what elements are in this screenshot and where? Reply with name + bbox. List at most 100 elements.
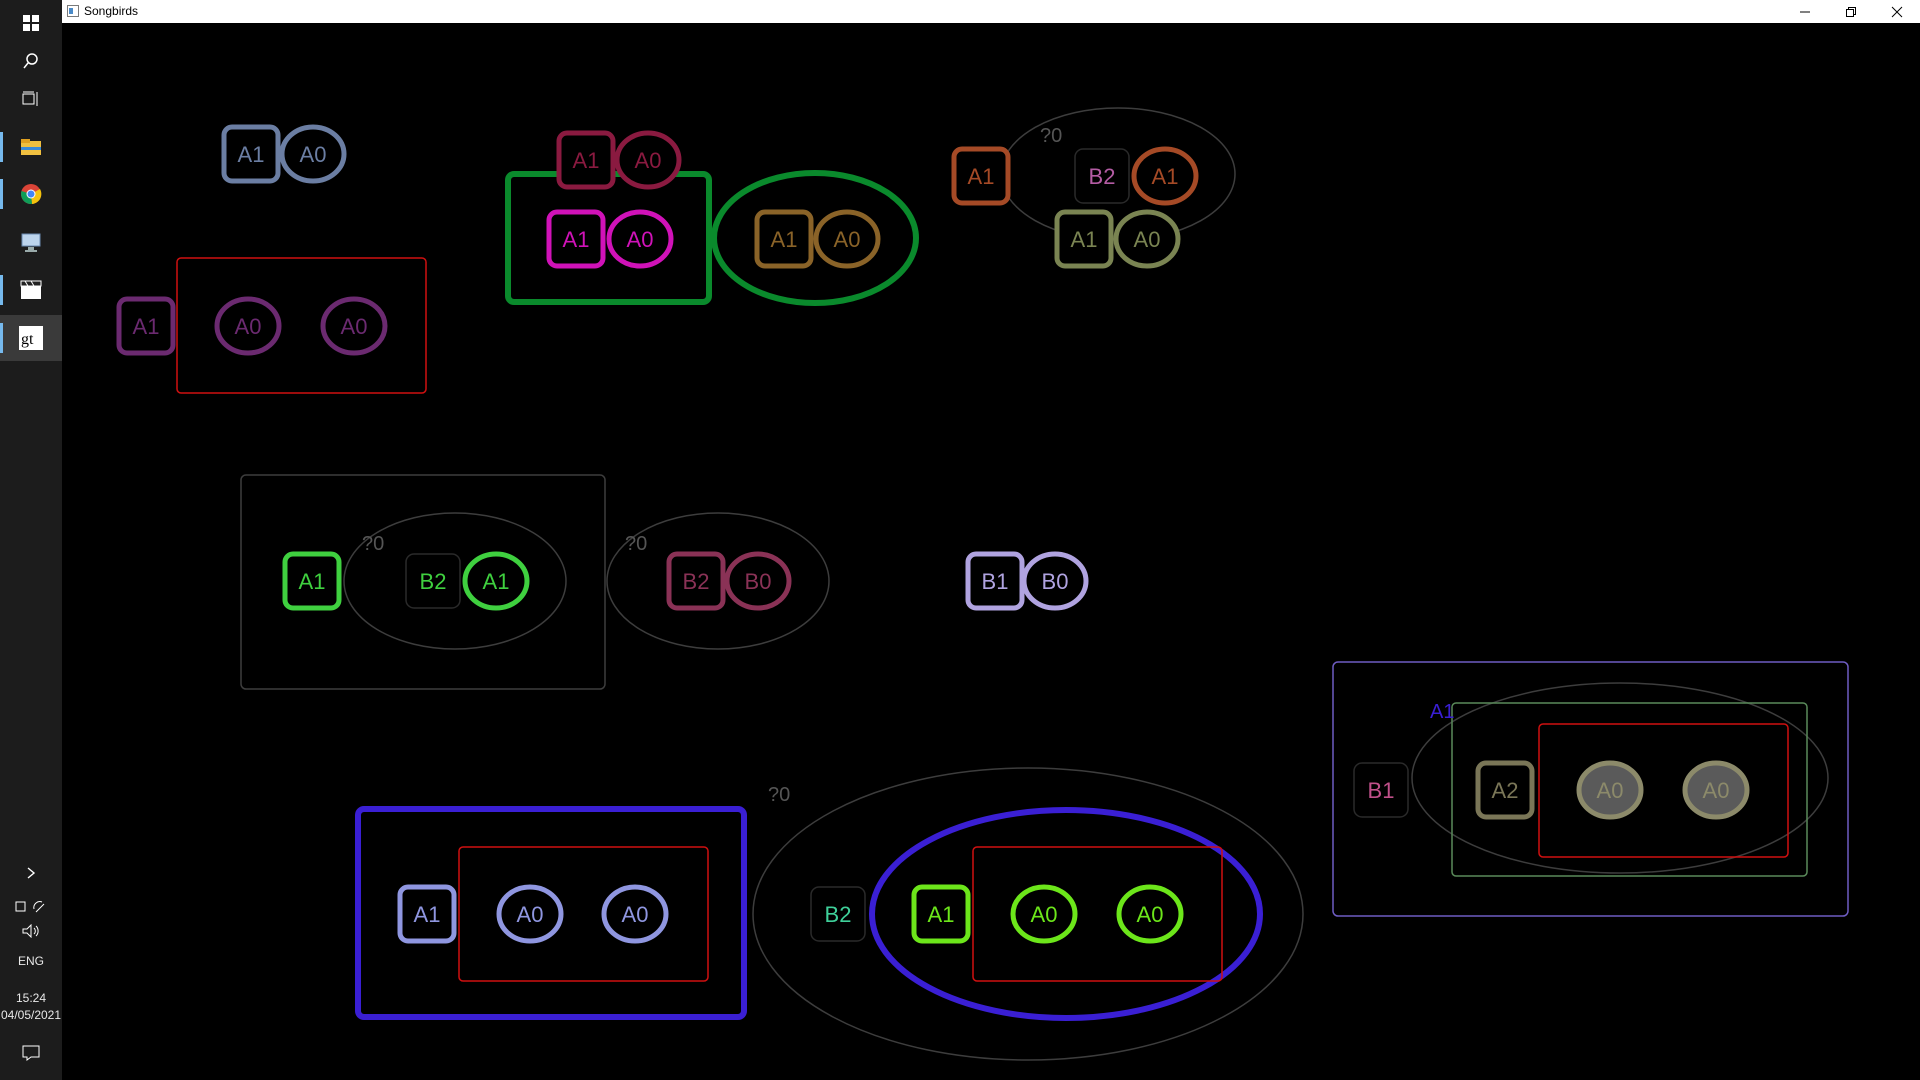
red-group-box[interactable]	[1538, 723, 1789, 858]
green-group-oval[interactable]	[711, 170, 919, 306]
node-oval[interactable]: B0	[1021, 551, 1089, 611]
node-oval[interactable]: A0	[1682, 760, 1750, 820]
node-square[interactable]: B1	[1353, 762, 1409, 818]
node-label: A0	[1703, 778, 1730, 803]
remote-desktop-button[interactable]	[0, 219, 62, 265]
node-oval[interactable]: A0	[496, 884, 564, 944]
window-title-bar[interactable]: Songbirds	[62, 0, 1920, 24]
node-square[interactable]: A1	[546, 209, 606, 269]
node-label: A0	[1137, 902, 1164, 927]
node-square[interactable]: B2	[405, 553, 461, 609]
blue-group-box[interactable]	[355, 806, 747, 1020]
task-view-button[interactable]	[0, 76, 62, 122]
node-outline	[556, 130, 616, 190]
songbirds-canvas[interactable]: ?0 ?0 ?0 ?0 A1 A1 A0 A1 A0 A0 A1 A0 A1 A0 A1 A0 A1 B…	[62, 23, 1920, 1080]
node-outline	[462, 551, 530, 611]
node-square[interactable]: A1	[951, 146, 1011, 206]
red-group-box[interactable]	[972, 846, 1223, 982]
grey-group-box[interactable]	[240, 474, 606, 690]
node-outline	[405, 553, 461, 609]
minimize-button[interactable]	[1782, 0, 1828, 23]
node-oval[interactable]: A1	[1131, 146, 1199, 206]
node-outline	[320, 296, 388, 356]
red-group-box[interactable]	[458, 846, 709, 982]
question-mark-label: ?0	[625, 533, 647, 555]
node-square[interactable]: A1	[556, 130, 616, 190]
node-square[interactable]: A1	[221, 124, 281, 184]
network-status-button[interactable]	[0, 894, 62, 920]
node-label: A0	[834, 227, 861, 252]
search-button[interactable]	[0, 38, 62, 84]
windows-start-button[interactable]	[0, 0, 62, 46]
clock-time[interactable]: 15:24	[15, 991, 47, 1005]
violet-group-box[interactable]	[1332, 661, 1849, 917]
grey-group-oval[interactable]	[606, 512, 830, 650]
node-outline	[1576, 760, 1644, 820]
question-mark-label: ?0	[1040, 125, 1062, 147]
remote-desktop-icon	[21, 233, 41, 252]
diagram-svg[interactable]: ?0 ?0 ?0 ?0 A1 A1 A0 A1 A0 A0 A1 A0 A1 A0 A1 A0 A1 B…	[62, 23, 1920, 1080]
node-square[interactable]: B2	[666, 551, 726, 611]
gt-app-button[interactable]: gt	[0, 315, 62, 361]
node-oval[interactable]: A0	[279, 124, 347, 184]
node-outline	[1010, 884, 1078, 944]
node-outline	[1116, 884, 1184, 944]
node-outline	[221, 124, 281, 184]
clock-date[interactable]: 04/05/2021	[0, 1008, 62, 1022]
node-square[interactable]: A1	[116, 296, 176, 356]
node-square[interactable]: A1	[282, 551, 342, 611]
node-outline	[810, 886, 866, 942]
node-oval[interactable]: A0	[1116, 884, 1184, 944]
node-outline	[1475, 760, 1535, 820]
node-square[interactable]: A1	[1054, 209, 1114, 269]
node-oval[interactable]: A0	[214, 296, 282, 356]
window-title: Songbirds	[84, 4, 139, 18]
restore-button[interactable]	[1828, 0, 1874, 23]
light-green-group-box[interactable]	[1451, 702, 1808, 877]
node-square[interactable]: A1	[911, 884, 971, 944]
node-square[interactable]: A1	[754, 209, 814, 269]
node-label: A1	[573, 148, 600, 173]
close-button[interactable]	[1874, 0, 1920, 23]
clapperboard-button[interactable]	[0, 267, 62, 313]
node-label: A1	[133, 314, 160, 339]
node-outline	[724, 551, 792, 611]
node-outline	[606, 209, 674, 269]
node-label: A0	[300, 142, 327, 167]
node-oval[interactable]: A0	[614, 130, 682, 190]
chrome-button[interactable]	[0, 171, 62, 217]
node-oval[interactable]: A0	[813, 209, 881, 269]
node-oval[interactable]: A0	[601, 884, 669, 944]
node-oval[interactable]: A1	[462, 551, 530, 611]
node-square[interactable]: A2	[1475, 760, 1535, 820]
node-outline	[397, 884, 457, 944]
grey-group-oval[interactable]	[1411, 682, 1829, 874]
node-label: A0	[1031, 902, 1058, 927]
node-label: A1	[1071, 227, 1098, 252]
red-group-box[interactable]	[176, 257, 427, 394]
node-square[interactable]: B2	[1074, 148, 1130, 204]
action-center-button[interactable]	[0, 1030, 62, 1076]
node-outline	[1113, 209, 1181, 269]
volume-button[interactable]	[0, 918, 62, 944]
node-oval[interactable]: B0	[724, 551, 792, 611]
language-indicator[interactable]: ENG	[17, 954, 44, 968]
floating-label: A1	[1430, 701, 1454, 723]
node-oval[interactable]: A0	[1576, 760, 1644, 820]
node-oval[interactable]: A0	[606, 209, 674, 269]
node-oval[interactable]: A0	[1010, 884, 1078, 944]
node-oval[interactable]: A0	[1113, 209, 1181, 269]
show-hidden-icons-button[interactable]	[0, 860, 62, 886]
node-square[interactable]: B1	[965, 551, 1025, 611]
blue-group-oval[interactable]	[869, 807, 1263, 1021]
node-layer[interactable]: A1 A0 A1 A0 A0 A1 A0 A1 A0 A1 A0 A1 B2 A1 A1 A0 A1 B2 A1 B2…	[116, 124, 1750, 944]
node-square[interactable]: A1	[397, 884, 457, 944]
file-explorer-button[interactable]	[0, 124, 62, 170]
node-label: A0	[627, 227, 654, 252]
node-label: B1	[1368, 778, 1395, 803]
grey-group-oval[interactable]	[343, 512, 567, 650]
node-label: A0	[635, 148, 662, 173]
grey-group-oval[interactable]	[752, 767, 1304, 1061]
node-square[interactable]: B2	[810, 886, 866, 942]
node-oval[interactable]: A0	[320, 296, 388, 356]
